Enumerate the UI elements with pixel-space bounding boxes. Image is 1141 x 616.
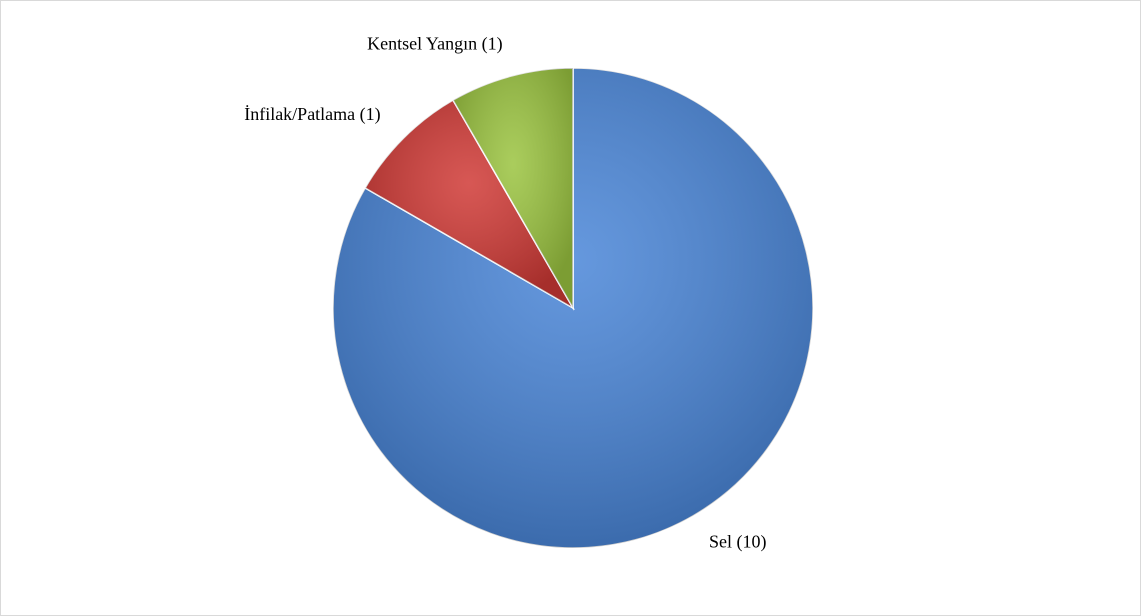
data-label: Sel (10) <box>709 532 767 553</box>
pie <box>332 67 814 549</box>
data-label: Kentsel Yangın (1) <box>367 33 503 54</box>
data-label: İnfilak/Patlama (1) <box>244 104 380 125</box>
